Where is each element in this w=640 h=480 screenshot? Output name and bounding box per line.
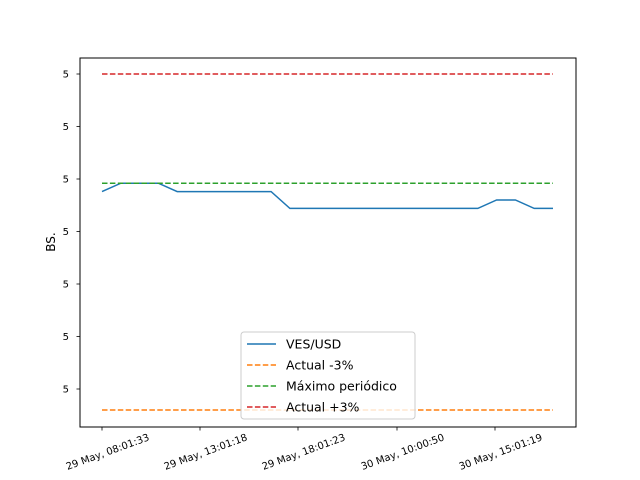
- x-tick-label: 30 May, 15:01:19: [458, 432, 544, 472]
- y-tick-label: 5: [63, 70, 69, 81]
- y-tick-label: 5: [63, 280, 69, 291]
- legend-label: Máximo periódico: [286, 379, 397, 394]
- plot-lines: [101, 73, 553, 411]
- legend: VES/USD Actual -3% Máximo periódico Actual …: [240, 331, 416, 420]
- legend-label: Actual +3%: [286, 400, 360, 415]
- y-tick-label: 5: [63, 122, 69, 133]
- x-tick-label: 29 May, 13:01:18: [163, 432, 249, 472]
- x-axis: 29 May, 08:01:33 29 May, 13:01:18 29 May, …: [65, 427, 544, 473]
- y-axis-label: BS.: [44, 232, 58, 251]
- y-tick-label: 5: [63, 332, 69, 343]
- legend-label: Actual -3%: [286, 358, 354, 373]
- plot-frame: [79, 57, 577, 428]
- y-axis: 5 5 5 5 5 5 5: [63, 70, 80, 396]
- series-line-0: [101, 182, 553, 210]
- x-tick-label: 29 May, 08:01:33: [65, 432, 151, 472]
- y-tick-label: 5: [63, 175, 69, 186]
- legend-label: VES/USD: [286, 337, 341, 352]
- x-tick-label: 30 May, 10:00:50: [360, 432, 446, 472]
- y-tick-label: 5: [63, 227, 69, 238]
- x-tick-label: 29 May, 18:01:23: [261, 432, 347, 472]
- legend-frame: [240, 331, 416, 420]
- y-tick-label: 5: [63, 385, 69, 396]
